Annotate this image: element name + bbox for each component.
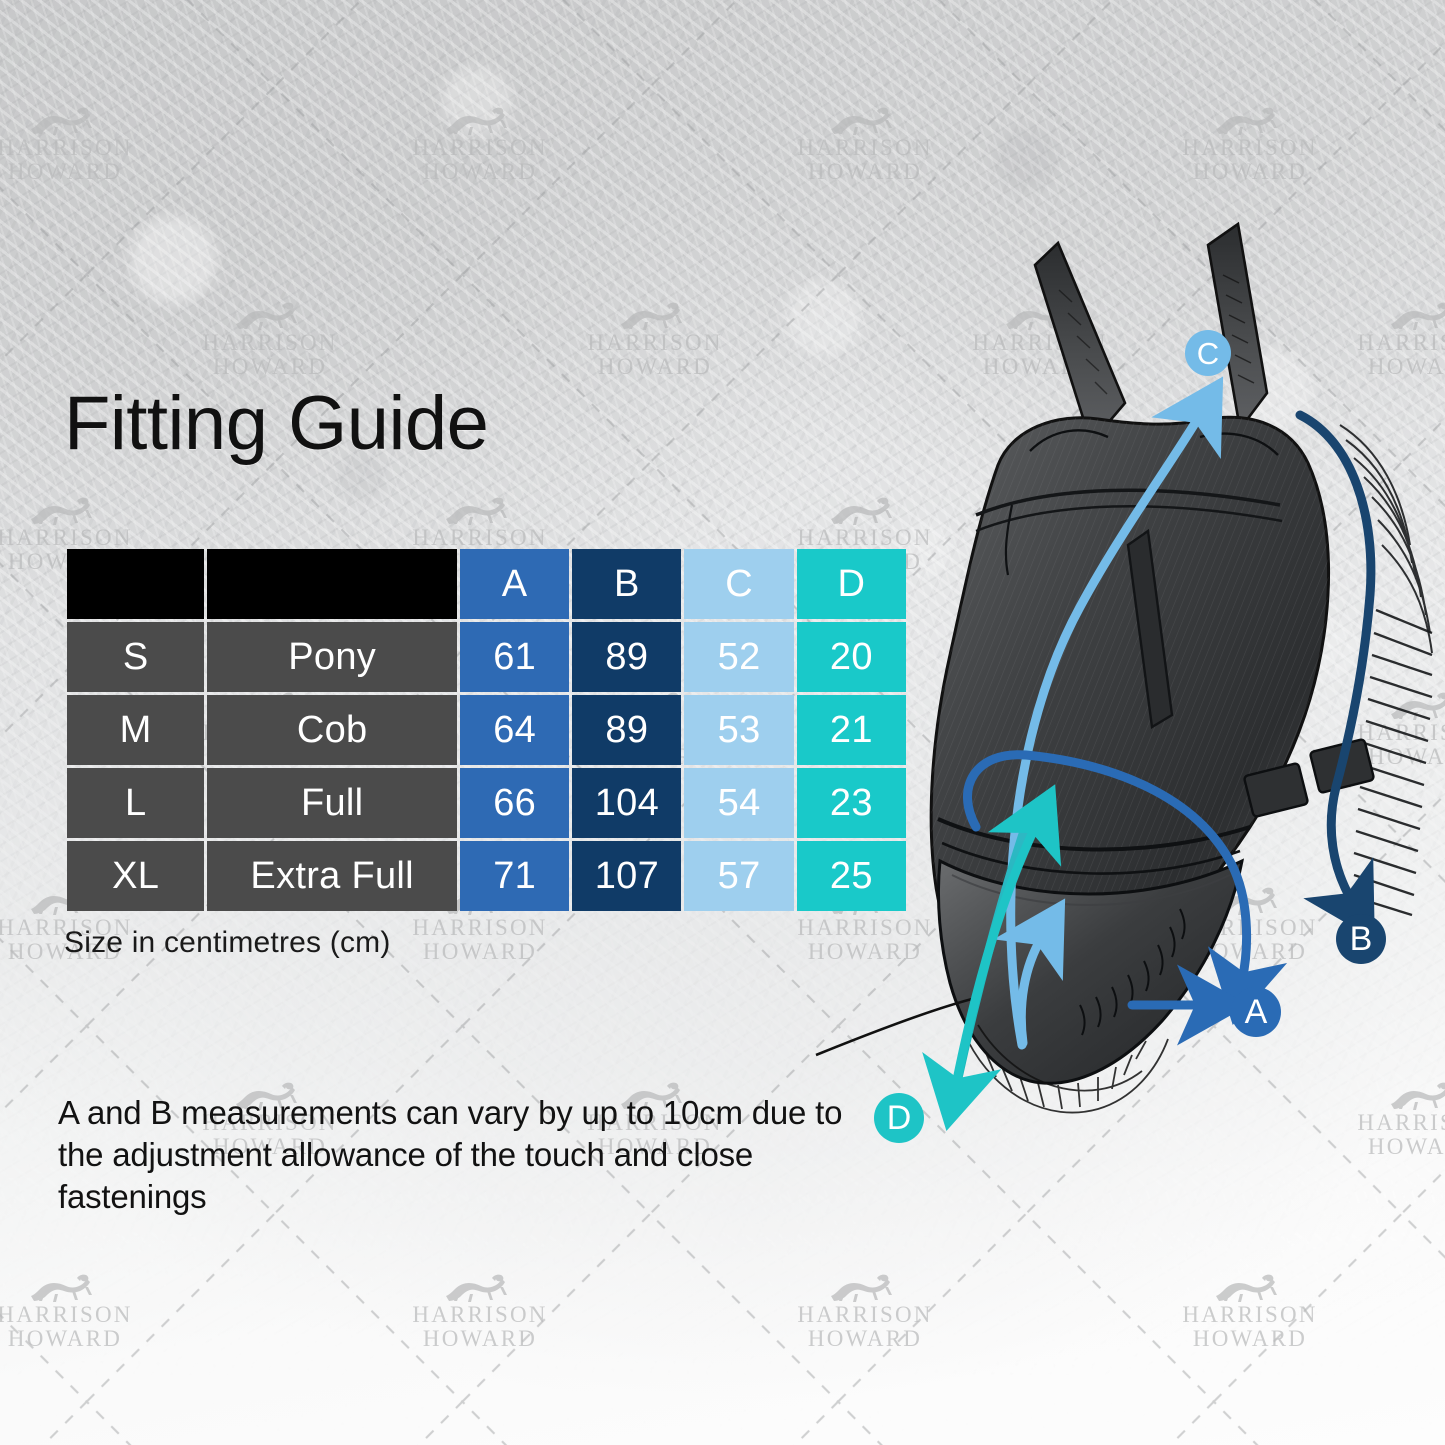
- cell-b: 104: [572, 768, 682, 838]
- header-col-c: C: [684, 549, 794, 619]
- arrow-b: [1295, 410, 1376, 940]
- cell-c: 57: [684, 841, 794, 911]
- table-row: L Full 66 104 54 23: [67, 768, 906, 838]
- size-table-wrapper: A B C D S Pony 61 89 52 20 M Cob: [64, 546, 909, 914]
- measurement-note: A and B measurements can vary by up to 1…: [58, 1094, 843, 1216]
- cell-d: 20: [796, 622, 906, 692]
- cell-size: XL: [67, 841, 205, 911]
- left-ear: [1033, 240, 1127, 446]
- arrow-d-up: [951, 784, 1062, 1090]
- nose-seam: [1126, 528, 1174, 729]
- header-blank-size: [67, 549, 205, 619]
- cell-a: 71: [460, 841, 570, 911]
- marker-b: B: [1336, 914, 1386, 964]
- cell-d: 25: [796, 841, 906, 911]
- size-table: A B C D S Pony 61 89 52 20 M Cob: [64, 546, 909, 914]
- table-row: S Pony 61 89 52 20: [67, 622, 906, 692]
- cell-b: 89: [572, 622, 682, 692]
- table-caption: Size in centimetres (cm): [64, 926, 391, 959]
- cell-size: M: [67, 695, 205, 765]
- header-col-a: A: [460, 549, 570, 619]
- cell-name: Cob: [207, 695, 458, 765]
- page-title: Fitting Guide: [64, 381, 489, 466]
- cheek-seam: [937, 817, 1251, 852]
- table-row: M Cob 64 89 53 21: [67, 695, 906, 765]
- arrow-a: [963, 750, 1288, 1026]
- cell-size: S: [67, 622, 205, 692]
- cell-b: 107: [572, 841, 682, 911]
- cell-name: Pony: [207, 622, 458, 692]
- cell-b: 89: [572, 695, 682, 765]
- cell-size: L: [67, 768, 205, 838]
- header-blank-name: [207, 549, 458, 619]
- mane: [1339, 424, 1433, 654]
- cell-c: 54: [684, 768, 794, 838]
- marker-c: C: [1185, 330, 1231, 376]
- table-row: XL Extra Full 71 107 57 25: [67, 841, 906, 911]
- right-ear: [1206, 221, 1269, 433]
- cell-c: 53: [684, 695, 794, 765]
- cell-a: 66: [460, 768, 570, 838]
- cell-name: Full: [207, 768, 458, 838]
- cell-d: 23: [796, 768, 906, 838]
- watermark-text: HARRISON: [0, 135, 133, 160]
- cell-d: 21: [796, 695, 906, 765]
- table-header-row: A B C D: [67, 549, 906, 619]
- horse-fly-mask-illustration: [780, 215, 1445, 1145]
- cell-name: Extra Full: [207, 841, 458, 911]
- arrow-c-tail: [993, 898, 1066, 1048]
- forehead-strap: [975, 488, 1281, 517]
- marker-a: A: [1231, 987, 1281, 1037]
- cell-c: 52: [684, 622, 794, 692]
- header-col-d: D: [796, 549, 906, 619]
- cell-a: 61: [460, 622, 570, 692]
- marker-d: D: [874, 1093, 924, 1143]
- cell-a: 64: [460, 695, 570, 765]
- velcro-tab-1: [1243, 762, 1309, 818]
- header-col-b: B: [572, 549, 682, 619]
